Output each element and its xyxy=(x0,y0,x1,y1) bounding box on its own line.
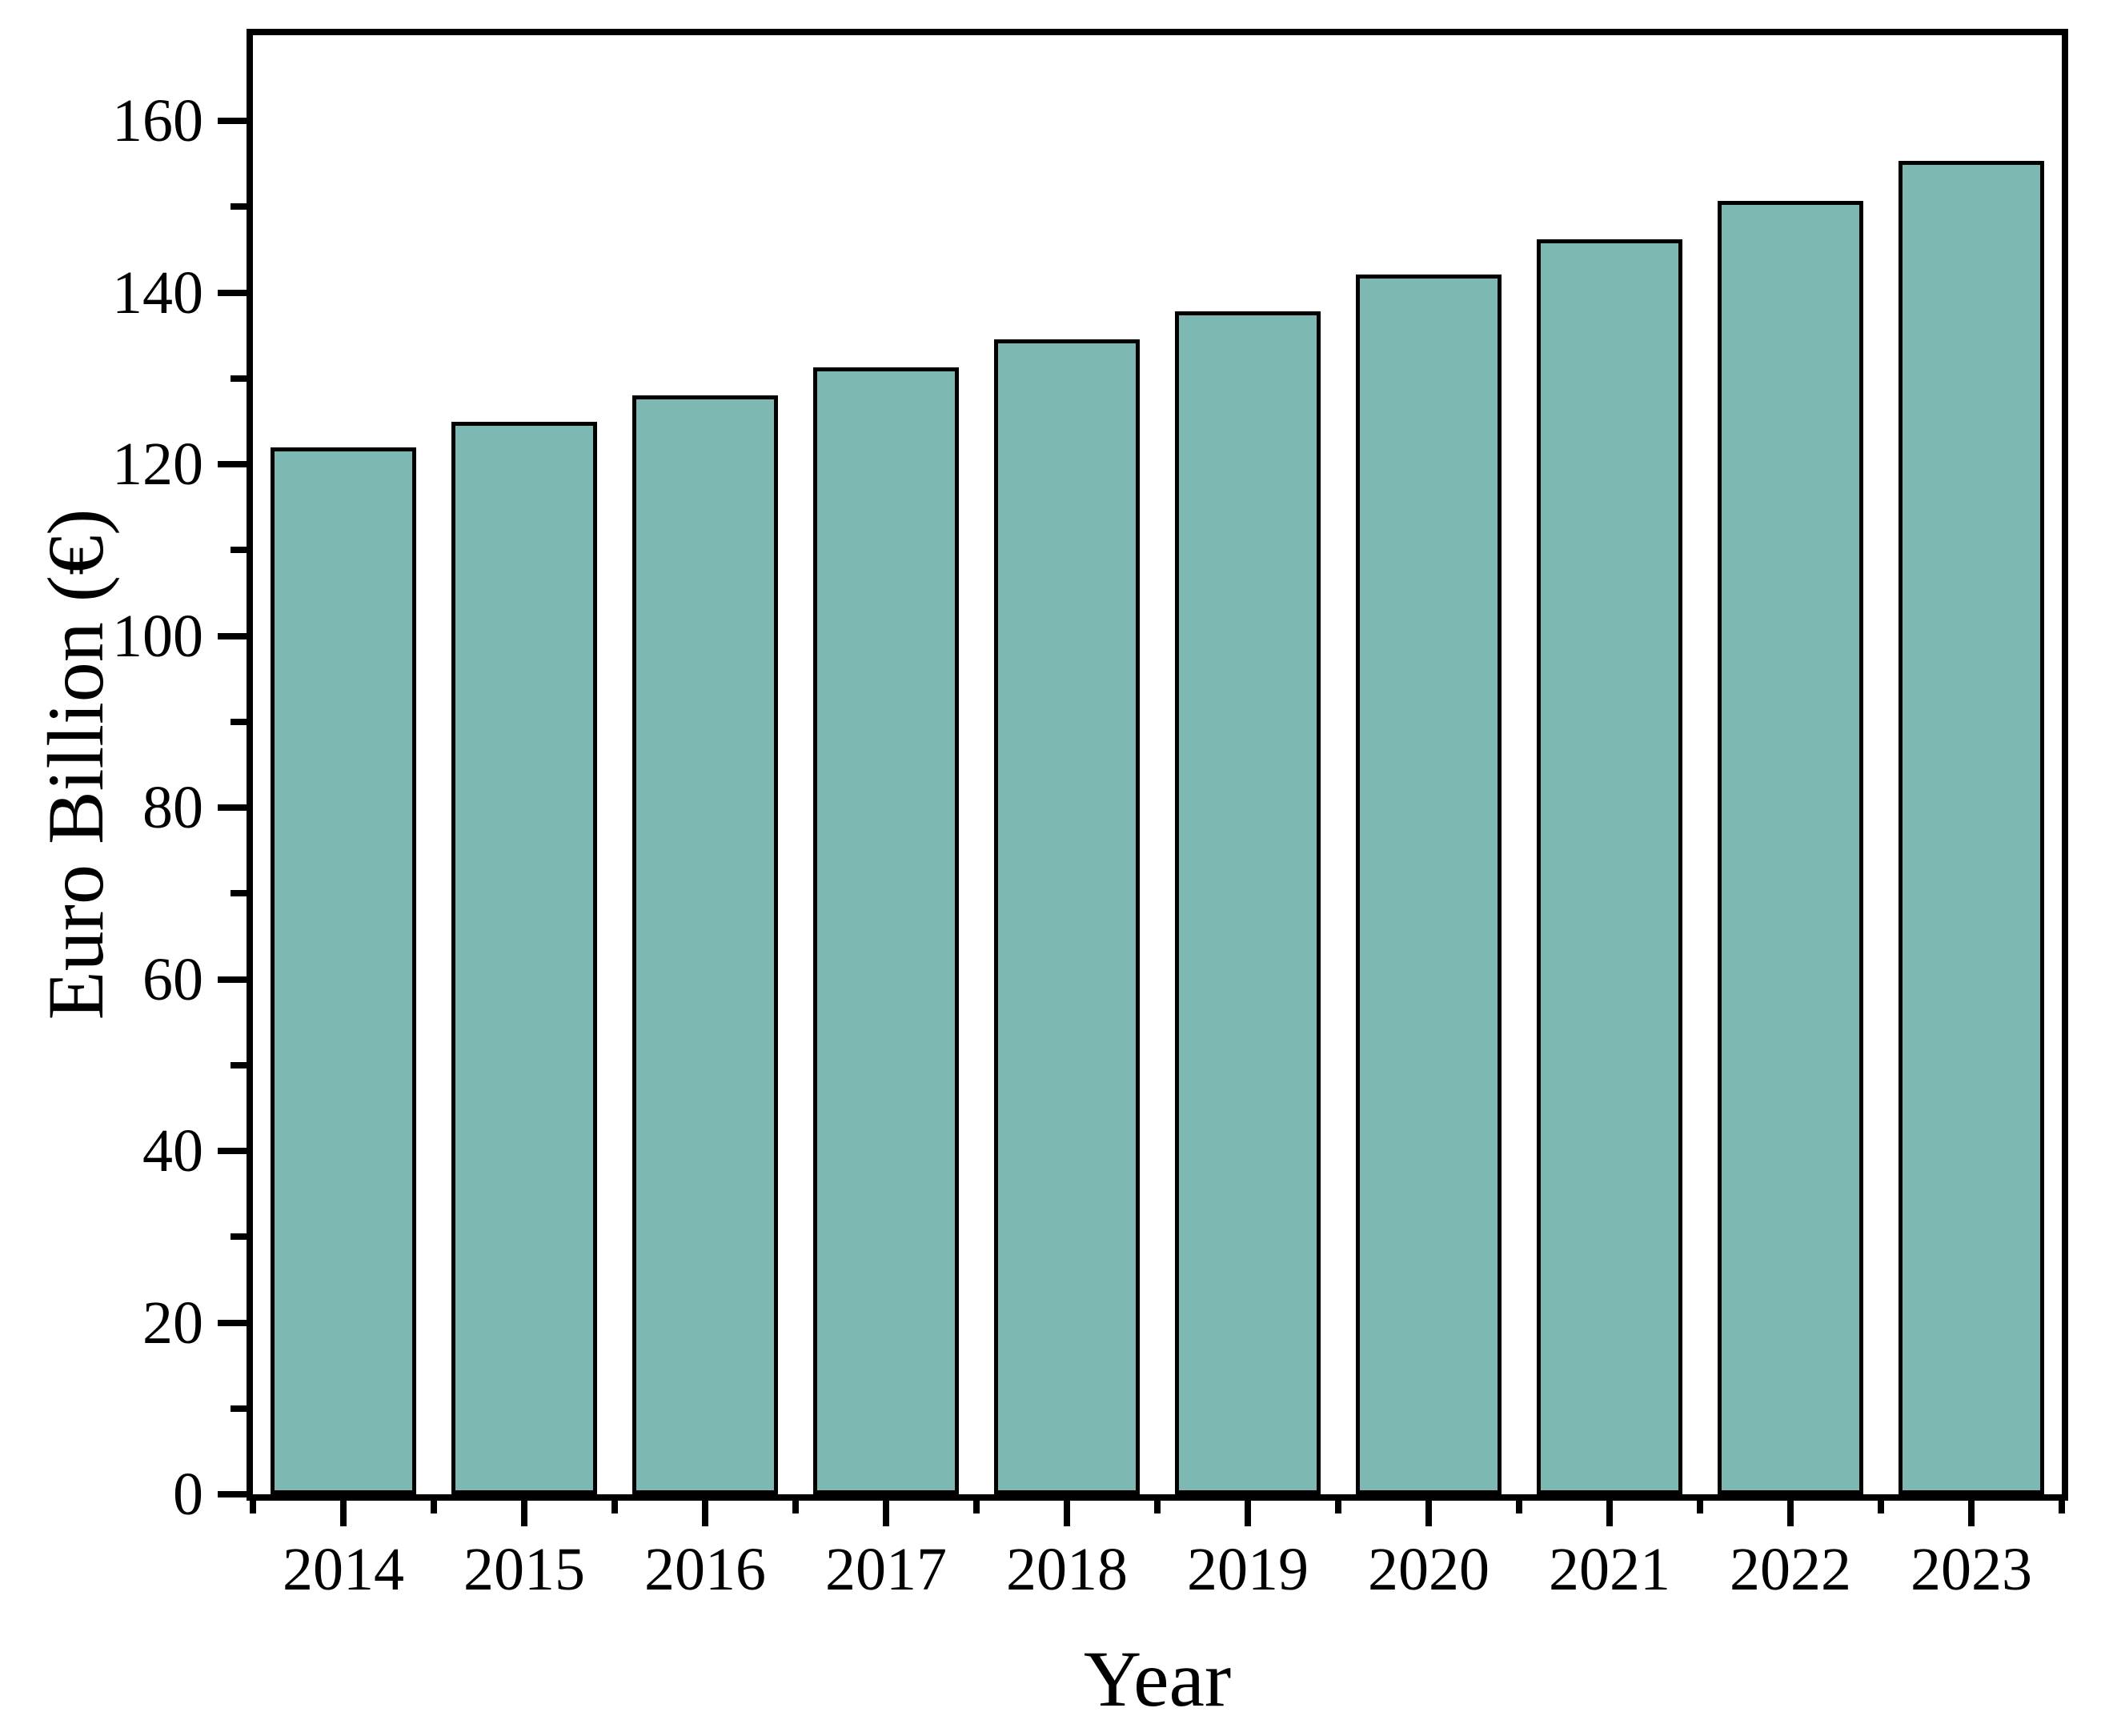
y-major-tick xyxy=(218,1320,247,1326)
x-tick-label: 2016 xyxy=(644,1536,766,1603)
y-major-tick xyxy=(218,1491,247,1497)
x-minor-tick xyxy=(1516,1501,1522,1513)
x-minor-tick xyxy=(2059,1501,2065,1513)
y-minor-tick xyxy=(231,547,247,553)
y-major-tick xyxy=(218,804,247,811)
x-minor-tick xyxy=(1154,1501,1161,1513)
x-minor-tick xyxy=(431,1501,437,1513)
y-minor-tick xyxy=(231,719,247,725)
x-tick-label: 2019 xyxy=(1187,1536,1309,1603)
x-major-tick xyxy=(1606,1501,1613,1526)
x-minor-tick xyxy=(792,1501,799,1513)
y-minor-tick xyxy=(231,1062,247,1068)
y-major-tick xyxy=(218,118,247,124)
x-tick-label: 2022 xyxy=(1730,1536,1851,1603)
y-tick-label: 20 xyxy=(142,1289,203,1357)
y-tick-label: 100 xyxy=(112,603,203,670)
y-tick-label: 40 xyxy=(142,1117,203,1185)
y-tick-label: 0 xyxy=(173,1461,203,1528)
x-major-tick xyxy=(883,1501,889,1526)
bar-2021 xyxy=(1537,239,1682,1494)
y-minor-tick xyxy=(231,1405,247,1412)
bar-2017 xyxy=(813,367,959,1494)
x-tick-label: 2021 xyxy=(1549,1536,1670,1603)
x-major-tick xyxy=(340,1501,347,1526)
y-major-tick xyxy=(218,1148,247,1154)
bar-2014 xyxy=(271,447,416,1494)
bar-2019 xyxy=(1175,311,1321,1494)
x-tick-label: 2023 xyxy=(1911,1536,2032,1603)
bar-2022 xyxy=(1718,201,1863,1494)
x-tick-label: 2017 xyxy=(825,1536,947,1603)
x-minor-tick xyxy=(1335,1501,1341,1513)
y-minor-tick xyxy=(231,375,247,382)
bar-2020 xyxy=(1356,275,1502,1494)
x-major-tick xyxy=(702,1501,708,1526)
x-minor-tick xyxy=(1697,1501,1703,1513)
x-major-tick xyxy=(1968,1501,1975,1526)
x-major-tick xyxy=(1787,1501,1794,1526)
y-minor-tick xyxy=(231,203,247,210)
y-minor-tick xyxy=(231,1233,247,1240)
x-tick-label: 2015 xyxy=(463,1536,585,1603)
x-minor-tick xyxy=(1878,1501,1884,1513)
x-minor-tick xyxy=(611,1501,618,1513)
y-major-tick xyxy=(218,461,247,467)
y-tick-label: 80 xyxy=(142,774,203,841)
x-tick-label: 2020 xyxy=(1368,1536,1490,1603)
x-tick-label: 2014 xyxy=(283,1536,404,1603)
x-major-tick xyxy=(1245,1501,1251,1526)
x-axis-title: Year xyxy=(1083,1634,1232,1723)
y-major-tick xyxy=(218,976,247,983)
y-tick-label: 60 xyxy=(142,946,203,1013)
x-major-tick xyxy=(1425,1501,1432,1526)
bar-2018 xyxy=(994,339,1140,1494)
x-major-tick xyxy=(521,1501,527,1526)
y-major-tick xyxy=(218,633,247,639)
x-tick-label: 2018 xyxy=(1006,1536,1128,1603)
bar-2015 xyxy=(451,422,597,1494)
y-tick-label: 140 xyxy=(112,259,203,327)
x-minor-tick xyxy=(250,1501,256,1513)
y-minor-tick xyxy=(231,890,247,896)
y-tick-label: 120 xyxy=(112,431,203,498)
y-axis-title: Euro Billion (€) xyxy=(31,508,120,1020)
bar-2023 xyxy=(1899,161,2044,1494)
x-major-tick xyxy=(1064,1501,1070,1526)
bar-2016 xyxy=(632,395,778,1494)
y-tick-label: 160 xyxy=(112,87,203,154)
x-minor-tick xyxy=(973,1501,980,1513)
y-major-tick xyxy=(218,290,247,296)
